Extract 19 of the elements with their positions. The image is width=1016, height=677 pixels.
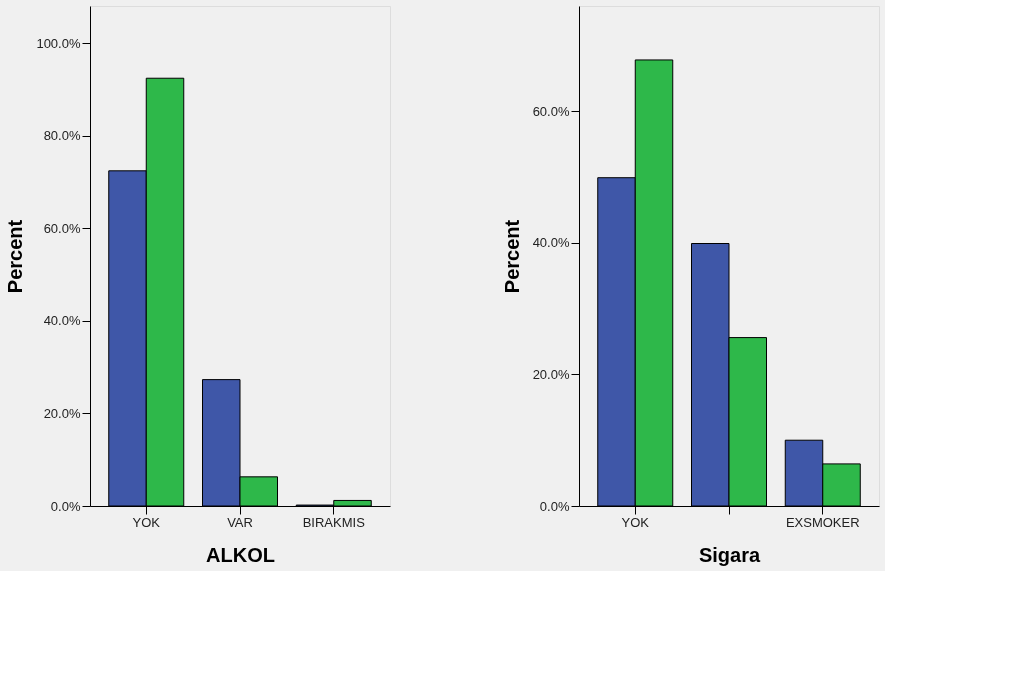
y-tick-label: 40.0%	[43, 313, 81, 329]
y-axis-title: Percent	[4, 219, 27, 294]
x-tick-label: BIRAKMIS	[302, 514, 366, 530]
x-tick-label: VAR	[227, 514, 253, 530]
y-tick-label: 0.0%	[50, 498, 81, 514]
y-tick-label: 60.0%	[532, 103, 570, 119]
y-tick-label: 60.0%	[43, 220, 81, 236]
x-tick-label: YOK	[621, 514, 650, 530]
y-tick-label: 80.0%	[43, 128, 81, 144]
x-tick-label: YOK	[132, 514, 161, 530]
y-tick-label: 20.0%	[43, 405, 81, 421]
y-tick-label: 40.0%	[532, 235, 570, 251]
x-axis-title: ALKOL	[206, 543, 275, 566]
y-axis-title: Percent	[500, 219, 523, 294]
x-axis-title: Sigara	[698, 543, 761, 566]
y-tick-label: 100.0%	[36, 35, 81, 51]
x-tick-label: EXSMOKER	[785, 514, 860, 530]
y-tick-label: 0.0%	[539, 498, 570, 514]
y-tick-label: 20.0%	[532, 366, 570, 382]
